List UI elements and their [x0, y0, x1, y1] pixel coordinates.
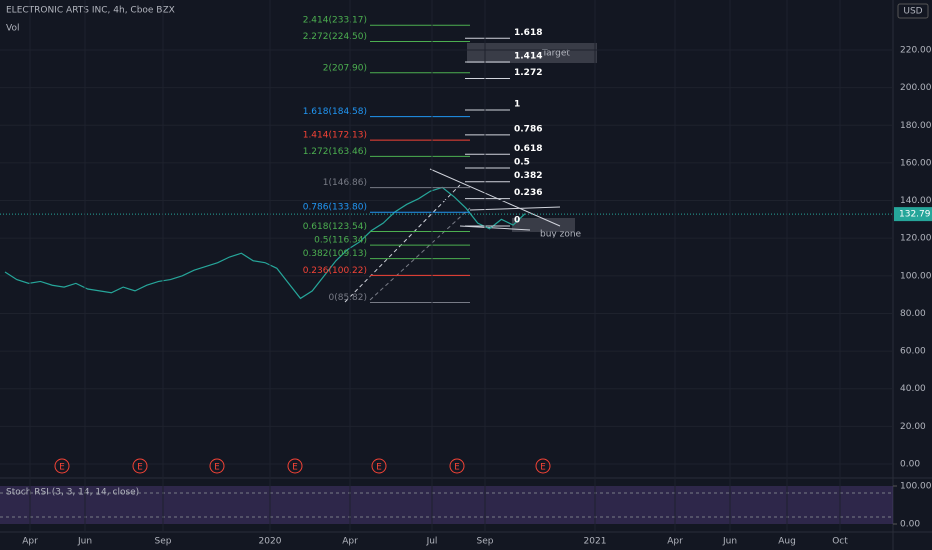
price-tick-label: 200.00: [900, 83, 932, 93]
time-tick-label: Jun: [77, 537, 92, 547]
volume-label: Vol: [6, 24, 19, 34]
target-fib-label: 0.5: [514, 158, 530, 168]
fib-level-label: 1.272(163.46): [303, 147, 367, 157]
fib-level-label: 2.272(224.50): [303, 32, 367, 42]
price-tick-label: 40.00: [900, 384, 926, 394]
price-tick-label: 20.00: [900, 422, 926, 432]
fib-level-label: 1(146.86): [323, 178, 367, 188]
fib-trend-line: [344, 184, 461, 303]
target-label: Target: [541, 49, 570, 59]
trend-line: [429, 168, 561, 227]
price-tick-label: 80.00: [900, 309, 926, 319]
fib-level-label: 2.414(233.17): [303, 16, 367, 26]
trend-line: [459, 225, 531, 231]
time-tick-label: Sep: [477, 537, 494, 547]
last-price-label: 132.79: [899, 210, 931, 220]
price-line: [4, 186, 526, 300]
earnings-marker: [209, 458, 225, 474]
fib-level-label: 0.5(116.34): [314, 236, 367, 246]
fib-level-label: 0(85.82): [328, 293, 367, 303]
time-tick-label: Jun: [722, 537, 737, 547]
target-fib-label: 0.618: [514, 144, 542, 154]
target-fib-label: 1.618: [514, 28, 542, 38]
price-tick-label: 180.00: [900, 121, 932, 131]
earnings-label: E: [292, 463, 298, 473]
time-tick-label: Apr: [667, 537, 683, 547]
buy-zone-box: [512, 218, 575, 232]
fib-level-label: 1.414(172.13): [303, 131, 367, 141]
price-tick-label: 220.00: [900, 46, 932, 56]
fib-level-label: 0.786(133.80): [303, 203, 367, 213]
time-tick-label: 2021: [584, 537, 607, 547]
earnings-label: E: [137, 463, 143, 473]
price-tick-label: 140.00: [900, 196, 932, 206]
target-fib-label: 0.236: [514, 188, 542, 198]
rsi-band: [0, 486, 893, 524]
earnings-label: E: [376, 463, 382, 473]
earnings-label: E: [59, 463, 65, 473]
target-fib-label: 0.382: [514, 171, 542, 181]
price-tick-label: 0.00: [900, 460, 920, 470]
fib-level-label: 0.618(123.54): [303, 222, 367, 232]
target-box: [467, 43, 597, 63]
earnings-label: E: [454, 463, 460, 473]
fib-level-label: 2(207.90): [323, 63, 367, 73]
price-tick-label: 120.00: [900, 234, 932, 244]
target-fib-label: 0.786: [514, 124, 542, 134]
target-fib-label: 1.414: [514, 51, 542, 61]
target-fib-label: 0: [514, 216, 520, 226]
target-fib-label: 1.272: [514, 68, 542, 78]
time-tick-label: Jul: [426, 537, 438, 547]
earnings-label: E: [214, 463, 220, 473]
currency-button[interactable]: [897, 3, 929, 19]
fib-trend-line: [369, 207, 471, 301]
price-tick-label: 60.00: [900, 347, 926, 357]
indicator-tick-label: 100.00: [900, 482, 932, 492]
price-tick-label: 160.00: [900, 158, 932, 168]
earnings-marker: [132, 458, 148, 474]
indicator-tick-label: 0.00: [900, 520, 920, 530]
price-tick-label: 100.00: [900, 271, 932, 281]
fib-level-label: 0.236(100.22): [303, 266, 367, 276]
earnings-marker: [371, 458, 387, 474]
last-price-tag: [894, 207, 932, 222]
time-tick-label: Aug: [778, 537, 796, 547]
time-tick-label: 2020: [259, 537, 282, 547]
buy-zone-label: buy zone: [540, 230, 582, 240]
earnings-marker: [287, 458, 303, 474]
time-tick-label: Apr: [342, 537, 358, 547]
indicator-label: Stoch RSI (3, 3, 14, 14, close): [6, 488, 139, 498]
currency-label[interactable]: USD: [903, 7, 922, 17]
earnings-marker: [449, 458, 465, 474]
earnings-marker: [54, 458, 70, 474]
time-tick-label: Oct: [832, 537, 848, 547]
time-tick-label: Apr: [22, 537, 38, 547]
fib-level-label: 0.382(109.13): [303, 249, 367, 259]
time-tick-label: Sep: [155, 537, 172, 547]
earnings-label: E: [540, 463, 546, 473]
symbol-title: ELECTRONIC ARTS INC, 4h, Cboe BZX: [6, 6, 175, 16]
fib-level-label: 1.618(184.58): [303, 107, 367, 117]
earnings-marker: [535, 458, 551, 474]
target-fib-label: 1: [514, 100, 520, 110]
